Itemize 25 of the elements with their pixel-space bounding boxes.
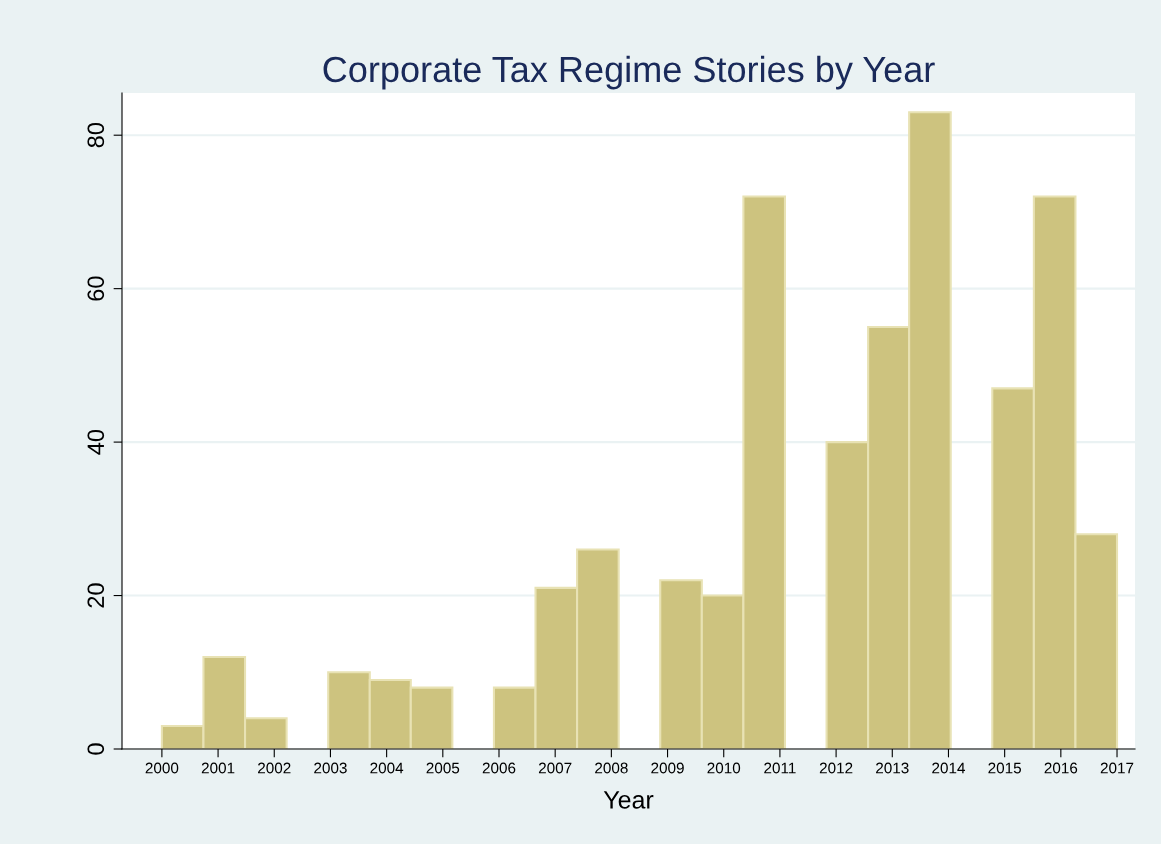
x-tick-label: 2000 bbox=[145, 762, 179, 774]
y-tick-label: 40 bbox=[87, 429, 105, 455]
y-tick-label: 60 bbox=[87, 276, 105, 301]
x-tick-label: 2005 bbox=[426, 762, 460, 774]
x-tick-label: 2006 bbox=[482, 762, 516, 774]
y-tick-label: 80 bbox=[87, 122, 105, 148]
y-tick-label: 20 bbox=[87, 583, 105, 608]
x-axis-title: Year bbox=[603, 791, 654, 809]
x-tick-label: 2009 bbox=[651, 762, 684, 774]
x-tick-label: 2001 bbox=[201, 762, 235, 774]
x-tick-label: 2016 bbox=[1044, 762, 1078, 774]
x-tick-label: 2014 bbox=[932, 762, 966, 774]
x-tick-label: 2017 bbox=[1100, 762, 1134, 774]
chart-title: Corporate Tax Regime Stories by Year bbox=[323, 55, 935, 90]
x-tick-label: 2003 bbox=[314, 762, 347, 774]
x-tick-label: 2002 bbox=[258, 762, 291, 774]
x-tick-label: 2007 bbox=[538, 762, 572, 774]
x-tick-label: 2011 bbox=[764, 762, 796, 774]
x-tick-label: 2010 bbox=[707, 762, 741, 774]
x-tick-label: 2004 bbox=[370, 762, 404, 774]
x-tick-label: 2013 bbox=[876, 762, 909, 774]
x-tick-label: 2008 bbox=[595, 762, 628, 774]
x-tick-label: 2012 bbox=[819, 762, 853, 774]
y-tick-label: 0 bbox=[87, 743, 105, 755]
x-tick-label: 2015 bbox=[988, 762, 1022, 774]
